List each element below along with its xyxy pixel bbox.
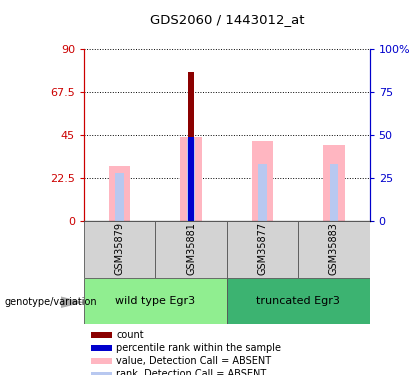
Bar [155,221,227,278]
Text: value, Detection Call = ABSENT: value, Detection Call = ABSENT [116,356,271,366]
Text: GSM35879: GSM35879 [115,222,125,275]
Bar [258,164,267,221]
Bar [181,137,202,221]
Bar [116,173,124,221]
Bar [227,278,370,324]
Text: percentile rank within the sample: percentile rank within the sample [116,343,281,353]
Text: rank, Detection Call = ABSENT: rank, Detection Call = ABSENT [116,369,266,375]
Polygon shape [61,297,84,308]
Bar [187,139,195,221]
Text: GSM35883: GSM35883 [329,222,339,274]
Bar [252,141,273,221]
Bar [91,372,112,375]
Bar [330,164,338,221]
Bar [188,137,194,221]
Bar [84,278,227,324]
Text: GDS2060 / 1443012_at: GDS2060 / 1443012_at [150,13,304,26]
Bar [188,72,194,221]
Bar [91,332,112,338]
Text: GSM35881: GSM35881 [186,222,196,274]
Bar [227,221,298,278]
Text: wild type Egr3: wild type Egr3 [116,296,195,306]
Bar [91,345,112,351]
Bar [109,166,130,221]
Text: truncated Egr3: truncated Egr3 [256,296,340,306]
Bar [84,221,155,278]
Text: count: count [116,330,144,339]
Text: genotype/variation: genotype/variation [4,297,97,307]
Bar [298,221,370,278]
Bar [323,145,345,221]
Bar [91,358,112,364]
Text: GSM35877: GSM35877 [257,222,268,275]
